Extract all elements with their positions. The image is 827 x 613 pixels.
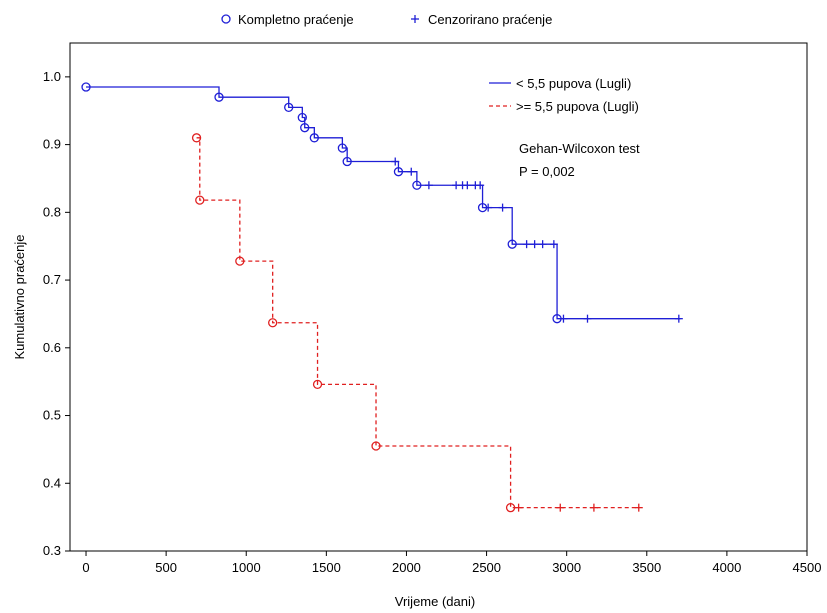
y-tick-label: 0.6 <box>43 340 61 355</box>
censored-marker <box>589 503 598 512</box>
y-tick-label: 0.9 <box>43 137 61 152</box>
event-marker <box>268 318 278 328</box>
x-tick-label: 1000 <box>232 560 261 575</box>
event-marker <box>342 156 352 167</box>
y-tick-label: 0.5 <box>43 408 61 423</box>
x-axis-label: Vrijeme (dani) <box>395 594 475 609</box>
censored-marker <box>476 181 485 190</box>
y-axis-label: Kumulativno praćenje <box>12 234 27 359</box>
axes: 0 500 1000 1500 2000 2500 3000 3500 4000 4500 0.3 0… <box>43 69 822 575</box>
event-marker <box>337 143 348 153</box>
event-marker <box>214 92 224 102</box>
event-marker <box>393 167 404 177</box>
censored-marker <box>391 157 400 166</box>
censored-marker-icon <box>411 15 419 23</box>
censored-marker <box>484 203 493 212</box>
event-marker <box>235 256 245 266</box>
event-marker <box>81 82 91 92</box>
censored-marker <box>556 503 565 512</box>
event-marker <box>507 239 517 249</box>
x-tick-label: 3500 <box>632 560 661 575</box>
event-marker <box>412 180 422 190</box>
series-2-line <box>196 137 639 509</box>
event-marker <box>284 102 294 112</box>
series-1-line <box>86 86 681 320</box>
y-tick-label: 0.7 <box>43 272 61 287</box>
series-legend: < 5,5 pupova (Lugli) >= 5,5 pupova (Lugl… <box>489 76 639 114</box>
censored-marker <box>514 503 523 512</box>
event-marker <box>297 112 307 123</box>
complete-marker-icon <box>221 14 231 24</box>
x-tick-label: 1500 <box>312 560 341 575</box>
top-legend: Kompletno praćenje Cenzorirano praćenje <box>221 12 552 27</box>
censored-marker <box>634 503 643 512</box>
x-tick-label: 2000 <box>392 560 421 575</box>
censored-marker <box>424 181 433 190</box>
p-value-annotation: P = 0,002 <box>519 164 575 179</box>
event-marker <box>195 195 205 205</box>
x-tick-label: 4000 <box>712 560 741 575</box>
x-tick-label: 4500 <box>793 560 822 575</box>
censored-marker <box>498 203 507 212</box>
plot-frame <box>69 42 808 552</box>
event-marker <box>309 133 319 143</box>
x-tick-label: 3000 <box>552 560 581 575</box>
censored-marker <box>583 314 592 323</box>
test-name-annotation: Gehan-Wilcoxon test <box>519 141 640 156</box>
censored-marker <box>522 240 531 249</box>
series2-legend-label: >= 5,5 pupova (Lugli) <box>516 99 639 114</box>
censored-marker <box>538 240 547 249</box>
series-lines <box>86 86 681 509</box>
y-tick-label: 0.8 <box>43 204 61 219</box>
censored-marker <box>559 314 568 323</box>
y-tick-label: 1.0 <box>43 69 61 84</box>
series1-legend-label: < 5,5 pupova (Lugli) <box>516 76 631 91</box>
censored-legend-label: Cenzorirano praćenje <box>428 12 552 27</box>
x-tick-label: 0 <box>82 560 89 575</box>
censored-marker <box>674 314 683 323</box>
censored-marker <box>549 240 558 249</box>
x-tick-label: 500 <box>155 560 177 575</box>
y-tick-label: 0.3 <box>43 543 61 558</box>
censored-marker <box>407 167 416 176</box>
censored-marker <box>530 240 539 249</box>
event-marker <box>312 379 323 390</box>
y-tick-label: 0.4 <box>43 475 61 490</box>
series-markers <box>81 82 683 513</box>
censored-marker <box>463 181 472 190</box>
event-marker <box>371 441 381 451</box>
complete-legend-label: Kompletno praćenje <box>238 12 354 27</box>
x-tick-label: 2500 <box>472 560 501 575</box>
event-marker <box>191 133 202 143</box>
event-marker <box>505 503 516 513</box>
event-marker <box>300 123 310 133</box>
